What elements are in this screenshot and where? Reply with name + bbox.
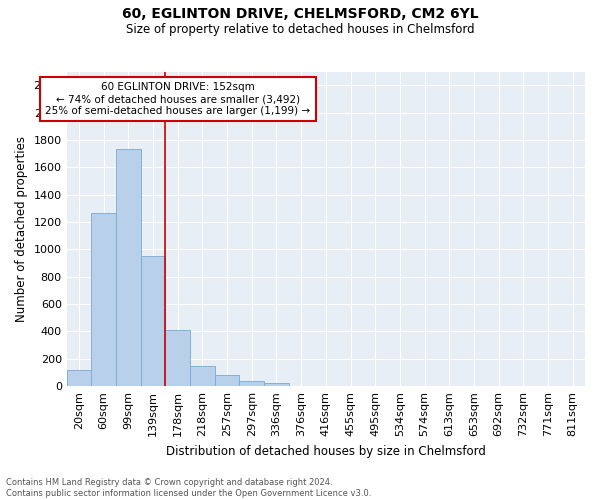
Bar [91,213,116,386]
Bar [166,330,190,386]
Text: Size of property relative to detached houses in Chelmsford: Size of property relative to detached ho… [125,22,475,36]
Text: 60 EGLINTON DRIVE: 152sqm
← 74% of detached houses are smaller (3,492)
25% of se: 60 EGLINTON DRIVE: 152sqm ← 74% of detac… [45,82,310,116]
Bar [190,366,215,386]
Bar [141,256,166,386]
Bar [67,370,91,386]
Y-axis label: Number of detached properties: Number of detached properties [15,136,28,322]
X-axis label: Distribution of detached houses by size in Chelmsford: Distribution of detached houses by size … [166,444,486,458]
Bar [215,375,239,386]
Text: Contains HM Land Registry data © Crown copyright and database right 2024.
Contai: Contains HM Land Registry data © Crown c… [6,478,371,498]
Text: 60, EGLINTON DRIVE, CHELMSFORD, CM2 6YL: 60, EGLINTON DRIVE, CHELMSFORD, CM2 6YL [122,8,478,22]
Bar [239,380,264,386]
Bar [116,150,141,386]
Bar [264,383,289,386]
